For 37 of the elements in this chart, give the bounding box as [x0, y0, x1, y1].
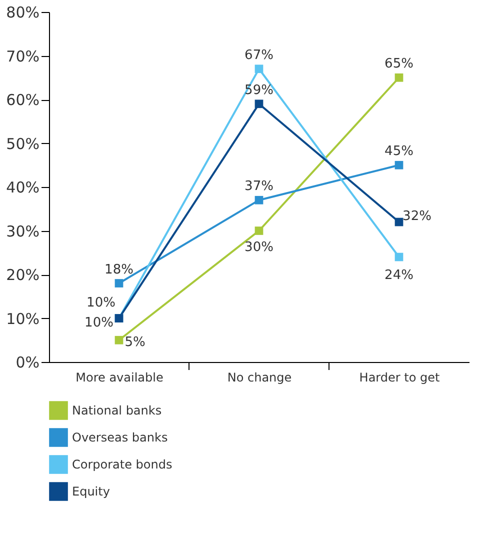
point — [394, 252, 404, 262]
point — [394, 160, 404, 170]
legend-label: Corporate bonds — [72, 458, 172, 472]
data-label: 45% — [384, 144, 414, 160]
y-tick-label: 80% — [6, 4, 40, 22]
y-tick-label: 30% — [6, 222, 40, 240]
point — [394, 73, 404, 82]
data-label: 24% — [384, 268, 414, 283]
y-tick-label: 70% — [6, 47, 40, 66]
point — [394, 218, 404, 226]
x-tick-label: Harder to get — [359, 370, 440, 384]
point — [114, 279, 124, 288]
point — [254, 64, 264, 74]
data-label: 18% — [104, 262, 134, 278]
legend-label: National banks — [72, 404, 162, 418]
data-label: 65% — [384, 56, 414, 72]
data-label: 37% — [244, 179, 274, 194]
x-tick-label: More available — [76, 370, 164, 384]
y-tick-label: 40% — [6, 178, 40, 196]
y-tick-label: 0% — [16, 354, 40, 372]
data-label: 5% — [124, 335, 146, 350]
y-tick-label: 60% — [6, 91, 40, 109]
data-label: 67% — [244, 48, 274, 63]
y-tick-label: 20% — [6, 266, 40, 284]
point — [254, 226, 264, 235]
legend-label: Equity — [72, 484, 110, 498]
data-label: 10% — [84, 315, 114, 330]
y-tick-label: 50% — [6, 134, 40, 153]
legend-label: Overseas banks — [72, 430, 168, 444]
point — [254, 100, 264, 108]
data-label: 32% — [402, 209, 432, 224]
data-label: 10% — [86, 295, 116, 310]
point — [254, 196, 264, 204]
y-tick-label: 10% — [6, 310, 40, 328]
x-tick-label: No change — [227, 370, 292, 384]
data-label: 30% — [244, 240, 274, 255]
point — [114, 336, 124, 344]
